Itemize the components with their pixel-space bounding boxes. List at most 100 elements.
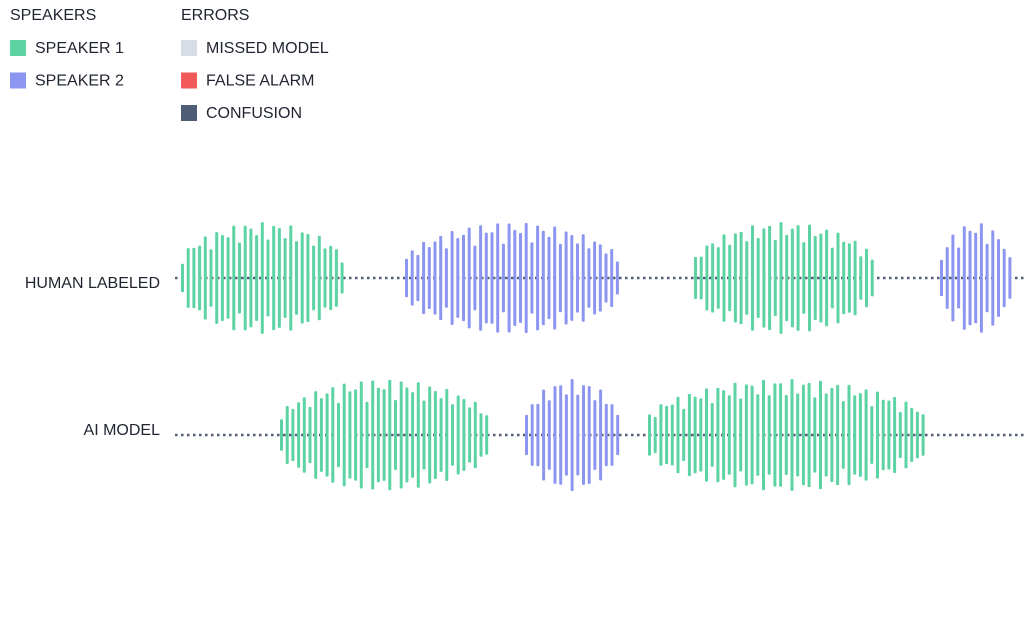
waveform-bar <box>496 223 500 333</box>
waveform-bar <box>756 237 760 319</box>
waveform-bar <box>215 232 219 324</box>
waveform-bar <box>468 407 472 463</box>
waveform-bar <box>762 379 765 491</box>
waveform-bar <box>711 243 715 313</box>
waveform-bar <box>945 247 949 309</box>
waveform-bar <box>779 383 783 487</box>
waveform-bar <box>951 234 955 322</box>
waveform-bar <box>564 231 568 325</box>
waveform-bar <box>705 245 709 311</box>
waveform-bar <box>762 228 766 328</box>
waveform-bar <box>582 385 585 485</box>
waveform-bar <box>467 227 471 329</box>
waveform-bar <box>1008 257 1012 299</box>
waveform-bar <box>530 404 534 466</box>
waveform-bar <box>773 239 777 317</box>
waveform-bar <box>773 383 777 487</box>
waveform-bar <box>319 398 323 472</box>
waveform-bar <box>186 248 190 308</box>
waveform-bar <box>687 393 691 477</box>
waveform-bar <box>576 394 580 476</box>
waveform-bar <box>733 233 737 323</box>
waveform-bar <box>802 242 806 314</box>
waveform-bar <box>858 393 862 477</box>
waveform-bar <box>450 230 454 326</box>
waveform-bar <box>272 225 276 331</box>
waveform-bar <box>750 385 754 485</box>
waveform-bar <box>727 395 731 475</box>
waveform-bar <box>433 241 437 315</box>
waveform-bar <box>659 404 663 466</box>
waveform-bar <box>266 239 270 317</box>
waveform-bar <box>599 389 603 481</box>
waveform-bar <box>593 400 597 470</box>
waveform-bar <box>243 225 247 331</box>
waveform-bar <box>853 240 857 316</box>
waveform-bar <box>181 263 184 293</box>
waveform-bar <box>340 262 344 294</box>
waveform-bar <box>291 408 295 462</box>
legend-label: CONFUSION <box>206 105 302 122</box>
row-label: AI MODEL <box>84 422 161 439</box>
waveform-bar <box>559 385 563 485</box>
waveform-bar <box>665 405 669 465</box>
waveform-bar <box>898 412 902 458</box>
waveform-bar <box>670 404 674 466</box>
waveform-bar <box>728 244 732 312</box>
waveform-bar <box>473 245 477 311</box>
legend-title: ERRORS <box>181 7 249 24</box>
waveform-bar <box>587 386 591 484</box>
waveform-bar <box>694 257 697 299</box>
waveform-bar <box>610 249 614 307</box>
waveform-bar <box>739 231 743 325</box>
waveform-bar <box>479 413 483 457</box>
waveform-bar <box>547 400 551 470</box>
waveform-bar <box>542 389 546 481</box>
waveform-bar <box>329 245 333 311</box>
waveform-bar <box>513 230 517 326</box>
waveform-bar <box>359 381 363 489</box>
waveform-bar <box>807 382 811 488</box>
waveform-bar <box>285 405 289 465</box>
waveform-bar <box>325 393 329 477</box>
waveform-bar <box>416 382 420 488</box>
waveform-bar <box>836 232 840 324</box>
waveform-bar <box>371 380 375 490</box>
waveform-bar <box>280 419 283 451</box>
waveform-bar <box>295 241 298 315</box>
waveform-bar <box>676 396 680 474</box>
waveform-bar <box>824 393 828 477</box>
waveform-bar <box>220 235 224 321</box>
waveform-bar <box>819 233 823 323</box>
waveform-bar <box>722 390 726 480</box>
legend-title: SPEAKERS <box>10 7 96 24</box>
waveform-bar <box>921 414 925 456</box>
waveform-bar <box>456 395 460 475</box>
waveform-bar <box>790 228 794 328</box>
waveform-bar <box>308 406 312 464</box>
waveform-bar <box>536 225 540 331</box>
waveform-bar <box>354 389 358 481</box>
waveform-bar <box>587 248 591 308</box>
waveform-bar <box>524 222 528 334</box>
waveform-bar <box>306 234 310 322</box>
legend-swatch <box>181 40 197 56</box>
waveform-bar <box>297 402 301 468</box>
waveform-bar <box>553 226 557 330</box>
waveform-bar <box>796 225 800 331</box>
waveform-bar <box>334 249 338 307</box>
waveform-bar <box>790 379 794 491</box>
waveform-bar <box>192 247 196 309</box>
waveform-bar <box>653 416 657 454</box>
waveform-bar <box>507 223 511 333</box>
waveform-bar <box>910 408 914 462</box>
waveform-bar <box>376 387 380 483</box>
waveform-bar <box>519 233 522 323</box>
waveform-bar <box>570 379 574 491</box>
waveform-bar <box>813 397 817 473</box>
waveform-bar <box>968 230 972 326</box>
waveform-bar <box>859 256 863 300</box>
waveform-bar <box>255 235 259 321</box>
waveform-bar <box>226 237 230 319</box>
